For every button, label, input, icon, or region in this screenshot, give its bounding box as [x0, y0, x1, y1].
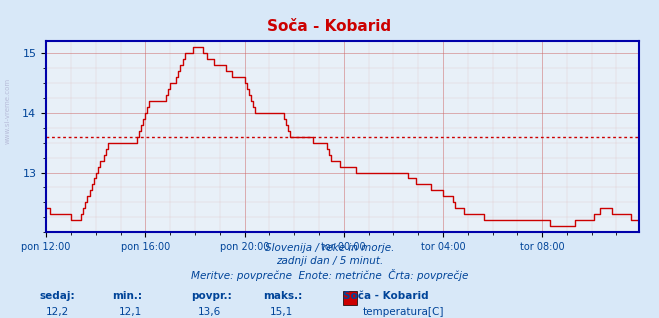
Text: Soča - Kobarid: Soča - Kobarid [343, 291, 428, 301]
Text: povpr.:: povpr.: [191, 291, 232, 301]
Text: 12,2: 12,2 [46, 307, 69, 317]
Text: temperatura[C]: temperatura[C] [362, 307, 444, 317]
Text: Slovenija / reke in morje.: Slovenija / reke in morje. [265, 243, 394, 253]
Text: sedaj:: sedaj: [40, 291, 75, 301]
Text: Meritve: povprečne  Enote: metrične  Črta: povprečje: Meritve: povprečne Enote: metrične Črta:… [191, 269, 468, 281]
Text: 12,1: 12,1 [119, 307, 142, 317]
Text: min.:: min.: [112, 291, 142, 301]
Text: maks.:: maks.: [264, 291, 303, 301]
Text: www.si-vreme.com: www.si-vreme.com [5, 78, 11, 144]
Text: zadnji dan / 5 minut.: zadnji dan / 5 minut. [276, 256, 383, 266]
Text: 13,6: 13,6 [198, 307, 221, 317]
Text: Soča - Kobarid: Soča - Kobarid [268, 19, 391, 34]
Text: 15,1: 15,1 [270, 307, 293, 317]
